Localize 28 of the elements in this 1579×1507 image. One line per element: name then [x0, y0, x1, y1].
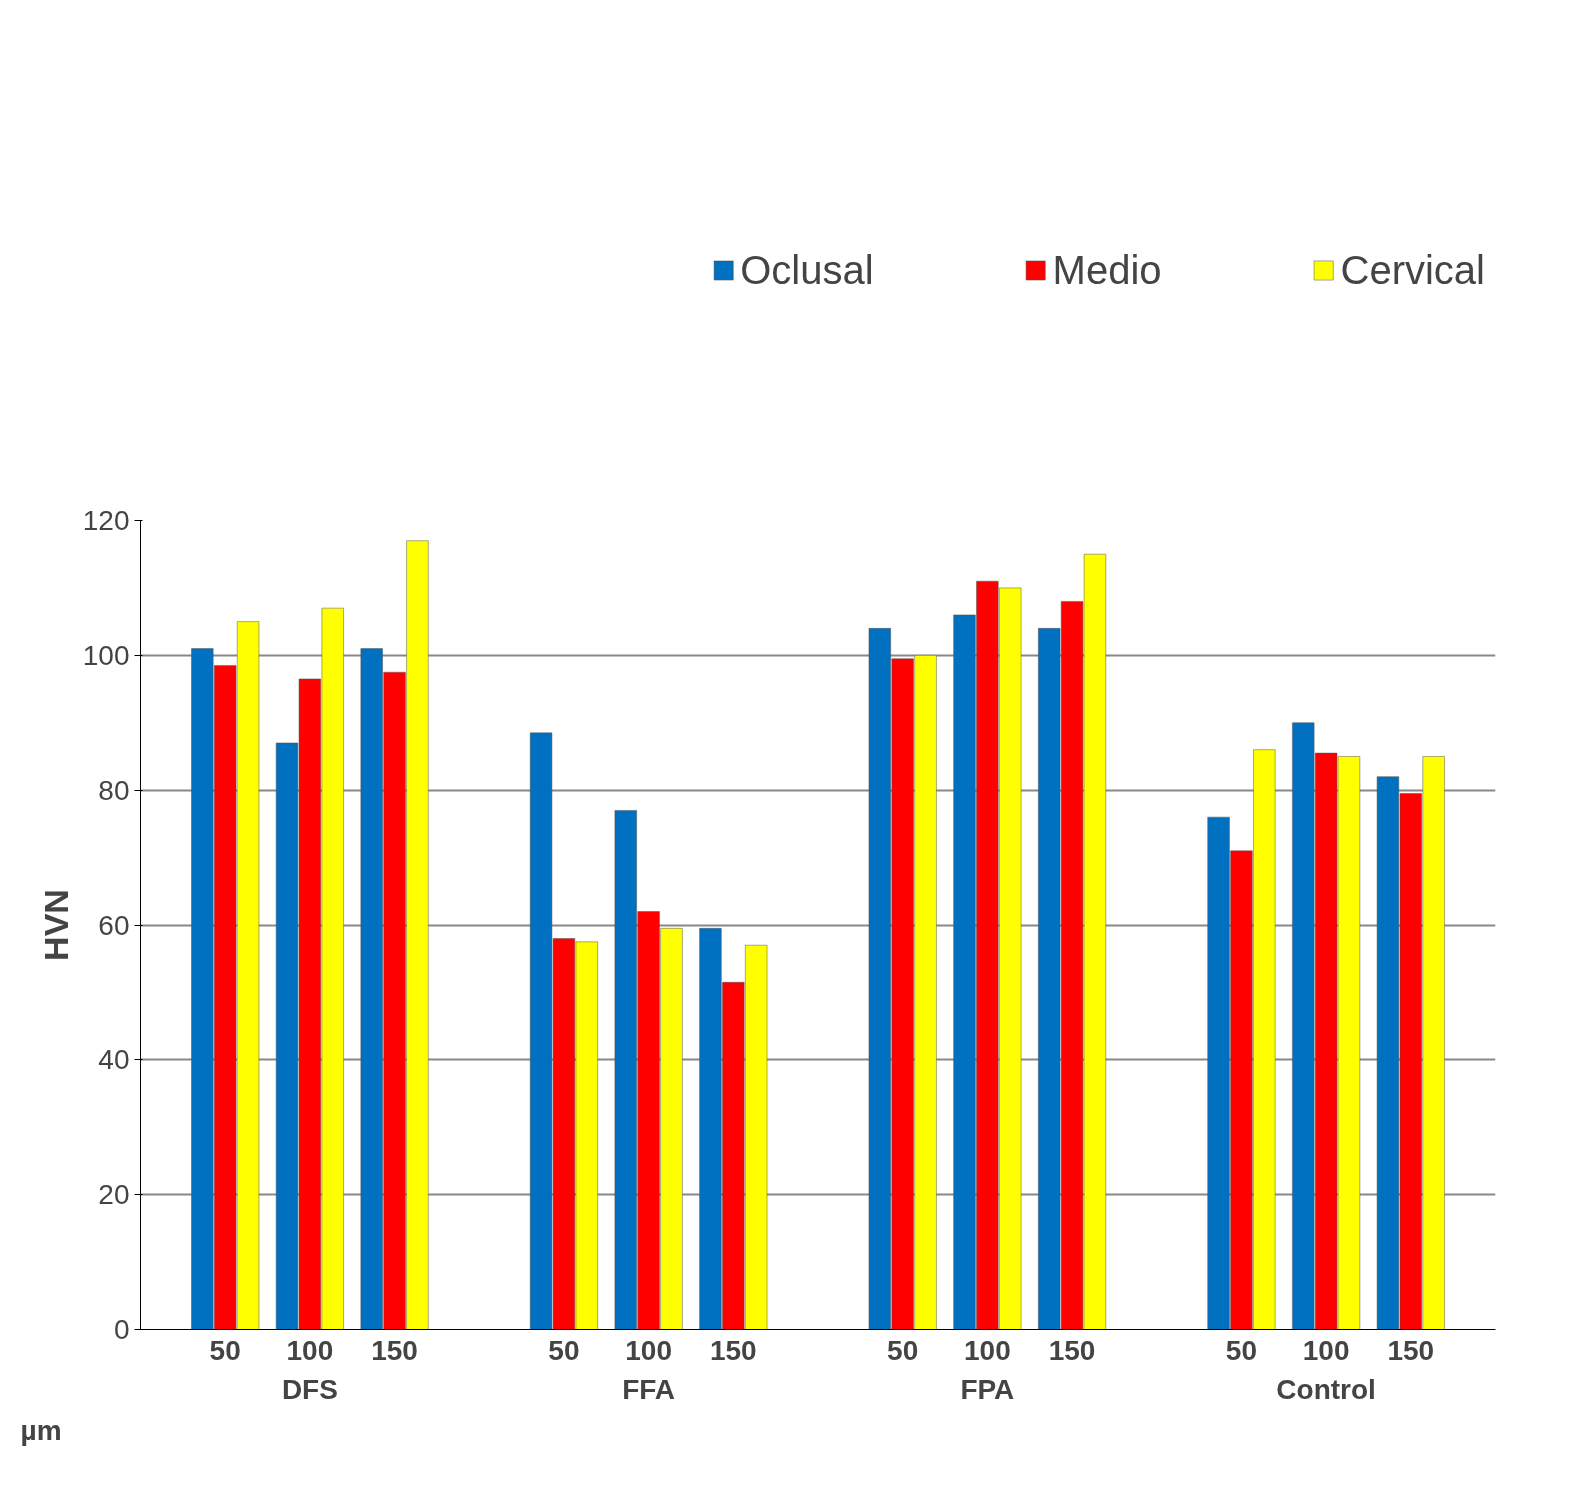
x-tick-label: 150: [1048, 1334, 1096, 1366]
y-tick-label: 80: [98, 774, 130, 806]
x-tick-label: 50: [1225, 1334, 1258, 1366]
x-tick-label: 50: [209, 1334, 241, 1366]
x-tick-label: 100: [625, 1334, 672, 1366]
y-axis-title: HVN: [36, 889, 75, 961]
x-tick-label: 100: [286, 1334, 334, 1366]
text: FPA: [960, 1373, 1015, 1405]
legend-label: Oclusal: [740, 247, 874, 293]
y-tick-label: 40: [98, 1044, 130, 1076]
y-tick-label: 0: [113, 1314, 130, 1345]
y-tick-label: 120: [82, 505, 130, 536]
y-tick-label: 60: [98, 909, 130, 941]
x-tick-label: 100: [1302, 1334, 1350, 1366]
x-tick-label: 100: [964, 1334, 1011, 1366]
y-tick-label: 100: [82, 639, 130, 671]
x-tick-label: 50: [887, 1334, 919, 1366]
x-tick-label: 150: [709, 1334, 757, 1366]
text: FFA: [622, 1373, 676, 1405]
x-tick-label: 50: [548, 1334, 580, 1366]
legend-label: Cervical: [1340, 247, 1485, 293]
text: Control: [1276, 1373, 1376, 1405]
x-axis-title: µm: [20, 1414, 62, 1446]
text: DFS: [281, 1373, 338, 1405]
legend-label: Medio: [1052, 247, 1162, 293]
x-tick-label: 150: [371, 1334, 418, 1366]
y-tick-label: 20: [98, 1179, 130, 1211]
x-tick-label: 150: [1387, 1334, 1435, 1366]
